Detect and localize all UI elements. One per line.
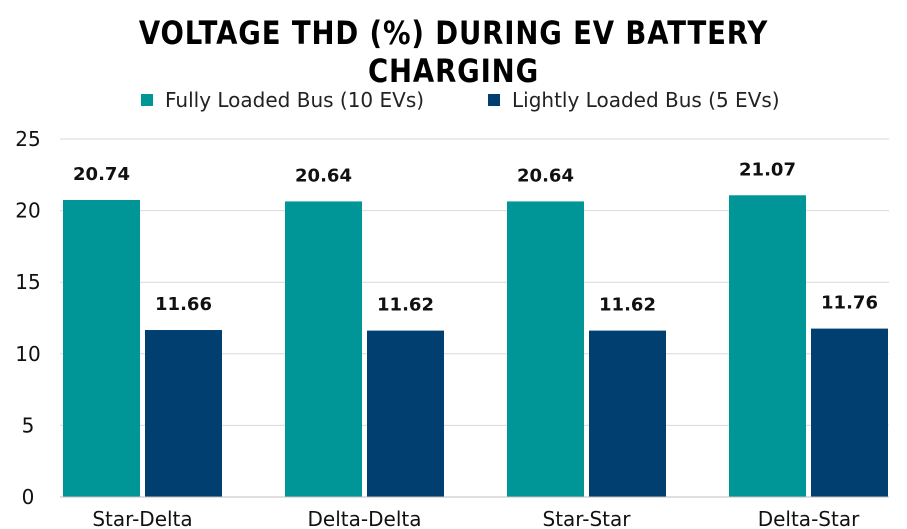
bar-fully-loaded — [507, 201, 584, 498]
x-tick-label: Star-Delta — [92, 507, 192, 529]
data-label: 11.62 — [377, 295, 434, 316]
y-tick-label: 25 — [15, 127, 40, 151]
x-tick-label: Star-Star — [543, 507, 632, 529]
y-tick-label: 10 — [15, 342, 40, 366]
bar-lightly-loaded — [811, 328, 888, 497]
data-label: 11.76 — [821, 293, 878, 314]
legend: Fully Loaded Bus (10 EVs) Lightly Loaded… — [0, 88, 907, 116]
bar-lightly-loaded — [367, 330, 444, 497]
chart-title: VOLTAGE THD (%) DURING EV BATTERY CHARGI… — [138, 14, 769, 90]
legend-item-fully-loaded: Fully Loaded Bus (10 EVs) — [141, 88, 424, 112]
bar-lightly-loaded — [145, 330, 222, 497]
legend-label-fully-loaded: Fully Loaded Bus (10 EVs) — [165, 88, 425, 112]
bar-fully-loaded — [63, 200, 140, 497]
data-label: 11.62 — [599, 295, 656, 316]
data-label: 20.64 — [517, 165, 574, 186]
y-tick-label: 0 — [22, 485, 35, 509]
bar-fully-loaded — [729, 195, 806, 498]
y-tick-label: 15 — [15, 270, 40, 294]
legend-swatch-lightly-loaded — [488, 94, 500, 106]
data-label: 11.66 — [155, 294, 212, 315]
legend-item-lightly-loaded: Lightly Loaded Bus (5 EVs) — [488, 88, 780, 112]
legend-swatch-fully-loaded — [141, 94, 153, 106]
legend-label-lightly-loaded: Lightly Loaded Bus (5 EVs) — [512, 88, 780, 112]
y-tick-label: 20 — [15, 199, 40, 223]
data-label: 21.07 — [739, 159, 796, 180]
y-tick-label: 5 — [22, 413, 35, 437]
x-tick-label: Delta-Delta — [308, 507, 422, 529]
bar-fully-loaded — [285, 201, 362, 498]
x-tick-label: Delta-Star — [758, 507, 860, 529]
bar-lightly-loaded — [589, 330, 666, 497]
data-label: 20.74 — [73, 164, 130, 185]
data-label: 20.64 — [295, 165, 352, 186]
